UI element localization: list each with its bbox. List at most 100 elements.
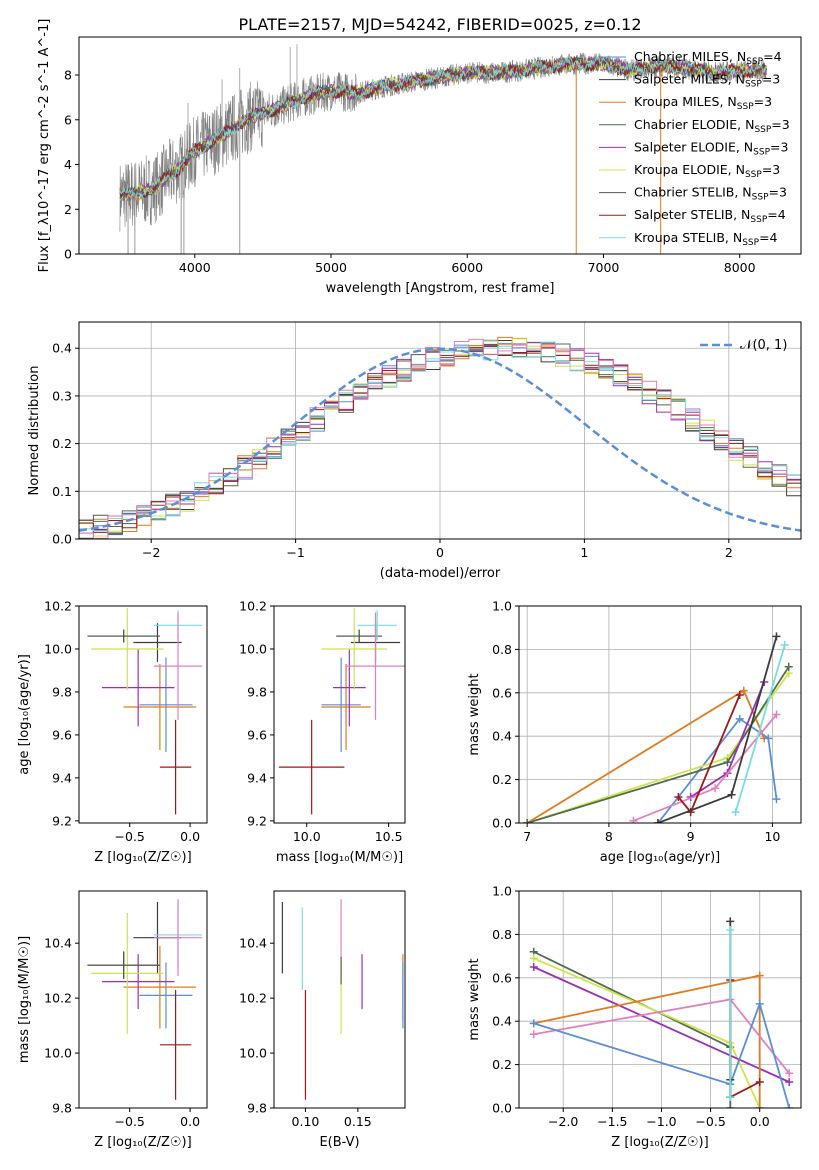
- weight-marker: [726, 926, 735, 935]
- y-tick-label: 8: [64, 68, 72, 83]
- weight-vs-metallicity-panel: −2.0 −1.5 −1.0 −0.5 0.0 0.0 0.2 0.4 0.6 0.8 1.0 Z […: [467, 884, 802, 1150]
- plot-area: [119, 44, 768, 254]
- legend-label: Chabrier ELODIE, NSSP=3: [634, 117, 790, 135]
- legend-label-sub: SSP: [745, 80, 762, 90]
- figure-title: PLATE=2157, MJD=54242, FIBERID=0025, z=0…: [238, 15, 641, 34]
- plot-area: [529, 917, 794, 1108]
- legend-label: Salpeter STELIB, NSSP=4: [634, 207, 786, 225]
- weight-marker: [723, 758, 732, 767]
- y-tick-label: 9.2: [52, 813, 72, 828]
- y-tick-label: 10.0: [44, 641, 72, 656]
- x-axis-label: Z [log₁₀(Z/Z☉)]: [94, 850, 191, 865]
- weight-marker: [785, 1069, 794, 1078]
- weight-marker: [755, 971, 764, 980]
- plot-area: [278, 608, 405, 815]
- x-tick-label: 5000: [315, 260, 347, 275]
- y-tick-label: 0.4: [492, 1014, 512, 1029]
- x-tick-label: 1: [580, 545, 588, 560]
- legend-label-tail: =3: [771, 117, 789, 132]
- weight-line: [729, 980, 761, 1099]
- legend-label-sub: SSP: [742, 238, 759, 248]
- y-tick-label: 9.8: [52, 1101, 72, 1116]
- legend-label-sub: SSP: [746, 57, 763, 67]
- mass-vs-metallicity-panel: −0.5 0.0 9.8 10.0 10.2 10.4 Z [log₁₀(Z/Z☉)] mas…: [17, 890, 208, 1150]
- legend-label-tail: =3: [762, 72, 780, 87]
- y-tick-label: 10.0: [239, 641, 267, 656]
- x-tick-label: 4000: [179, 260, 211, 275]
- y-tick-label: 10.2: [239, 599, 267, 614]
- weight-marker: [726, 1093, 735, 1102]
- legend-label: Salpeter MILES, NSSP=3: [634, 72, 780, 90]
- weight-marker: [529, 962, 538, 971]
- legend-label: Chabrier STELIB, NSSP=3: [634, 185, 787, 203]
- y-axis-label: mass weight: [467, 673, 482, 755]
- x-tick-label: 0.0: [180, 1114, 200, 1129]
- y-tick-label: 9.8: [247, 1101, 267, 1116]
- weight-marker: [785, 1077, 794, 1086]
- x-tick-label: −2.0: [548, 1114, 578, 1129]
- y-tick-label: 0.2: [492, 1057, 512, 1072]
- spectrum-panel: 4000 5000 6000 7000 8000 0 2 4 6 8 wavelength [Ang…: [37, 19, 802, 296]
- weight-marker: [755, 1077, 764, 1086]
- y-tick-label: 0.8: [492, 642, 512, 657]
- weight-marker: [523, 819, 532, 823]
- y-tick-label: 10.2: [44, 991, 72, 1006]
- weight-marker: [735, 714, 744, 723]
- x-axis-label: mass [log₁₀(M/M☉)]: [276, 850, 403, 865]
- legend-label-tail: =3: [770, 139, 788, 154]
- legend-label-tail: =4: [767, 207, 785, 222]
- weight-marker: [772, 632, 781, 641]
- residual-histogram: [79, 341, 801, 531]
- x-tick-label: −2: [142, 545, 160, 560]
- model-spectrum-line: [119, 55, 767, 200]
- residuals-panel: −2 −1 0 1 2 0.0 0.1 0.2 0.3 0.4 (data-model)/error…: [27, 321, 802, 581]
- normal-curve: [79, 347, 801, 532]
- x-tick-label: 7000: [588, 260, 620, 275]
- weight-marker: [735, 690, 744, 699]
- weight-marker: [784, 662, 793, 671]
- y-tick-label: 9.6: [52, 727, 72, 742]
- y-tick-label: 0.6: [492, 970, 512, 985]
- weight-marker: [755, 999, 764, 1008]
- y-tick-label: 0.6: [492, 685, 512, 700]
- legend-label-sub: SSP: [754, 125, 771, 135]
- axes-frame: [518, 605, 802, 824]
- weight-marker: [529, 1030, 538, 1039]
- legend-label: Kroupa MILES, NSSP=3: [634, 94, 772, 112]
- weight-line: [734, 644, 786, 813]
- x-tick-label: 0.0: [180, 829, 200, 844]
- weight-marker: [726, 1104, 735, 1108]
- weight-marker: [653, 819, 662, 823]
- weight-marker: [529, 1019, 538, 1028]
- weight-marker: [629, 816, 638, 823]
- y-tick-label: 0.0: [492, 816, 512, 831]
- y-tick-label: 9.8: [52, 684, 72, 699]
- x-axis-label: age [log₁₀(age/yr)]: [600, 850, 721, 865]
- y-tick-label: 10.2: [239, 991, 267, 1006]
- y-tick-label: 2: [64, 202, 72, 217]
- legend-label-sub: SSP: [753, 147, 770, 157]
- weight-marker: [785, 1104, 794, 1108]
- weight-marker: [772, 795, 781, 804]
- y-tick-label: 6: [64, 112, 72, 127]
- plot-area: [79, 336, 801, 539]
- age-vs-metallicity-panel: −0.5 0.0 9.2 9.4 9.6 9.8 10.0 10.2 Z [log₁₀(Z/Z☉…: [17, 599, 208, 865]
- axes-frame: [78, 36, 802, 255]
- y-axis-label: age [log₁₀(age/yr)]: [17, 654, 32, 775]
- axes-frame: [78, 890, 208, 1109]
- y-tick-label: 9.4: [247, 770, 267, 785]
- x-tick-label: 9: [687, 829, 695, 844]
- y-tick-label: 0.4: [52, 341, 72, 356]
- weight-marker: [529, 954, 538, 963]
- residual-histogram: [79, 342, 801, 535]
- y-tick-label: 0.4: [492, 729, 512, 744]
- plot-area: [523, 632, 793, 823]
- x-axis-label: Z [log₁₀(Z/Z☉)]: [611, 1135, 708, 1150]
- weight-marker: [727, 790, 736, 799]
- legend-label: Kroupa ELODIE, NSSP=3: [634, 162, 780, 180]
- legend-label-sub: SSP: [737, 102, 754, 112]
- plot-area: [87, 899, 203, 1100]
- x-tick-label: −1.5: [597, 1114, 627, 1129]
- residual-histogram: [79, 341, 801, 532]
